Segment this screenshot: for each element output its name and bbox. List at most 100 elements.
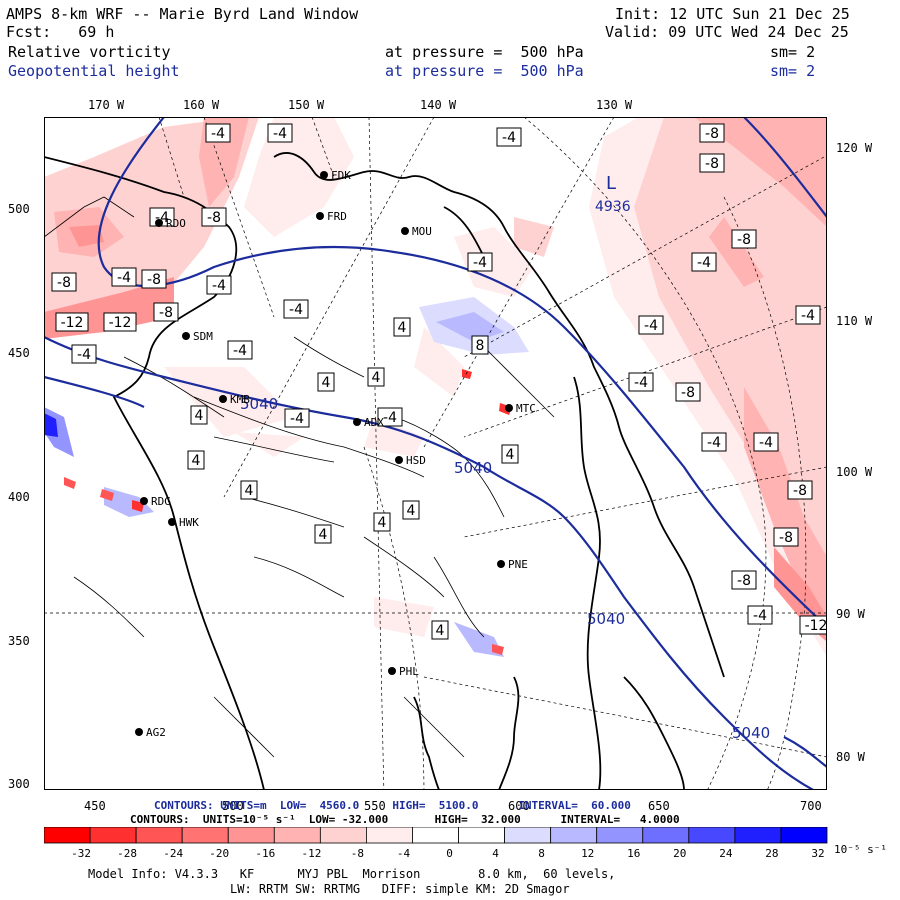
vorticity-label: -4 <box>638 315 664 335</box>
vorticity-label: -8 <box>51 272 77 292</box>
svg-text:MTC: MTC <box>516 402 536 415</box>
vorticity-label: 4 <box>431 620 449 640</box>
colorbar-label: 28 <box>765 847 778 860</box>
colorbar-swatch <box>688 827 736 844</box>
colorbar-swatch <box>458 827 505 844</box>
svg-text:RDO: RDO <box>166 217 186 230</box>
colorbar-swatch <box>89 827 137 844</box>
svg-text:-4: -4 <box>233 343 247 359</box>
svg-text:-12: -12 <box>109 315 132 331</box>
vorticity-label: 4 <box>240 480 258 500</box>
svg-text:4: 4 <box>372 370 381 386</box>
map-title: AMPS 8-km WRF -- Marie Byrd Land Window <box>6 5 359 23</box>
svg-text:KMB: KMB <box>230 393 250 406</box>
svg-text:-4: -4 <box>644 318 658 334</box>
top-lon-label: 130 W <box>596 98 633 112</box>
forecast-hour: Fcst: 69 h <box>6 23 115 41</box>
svg-text:4: 4 <box>506 447 515 463</box>
left-tick-label: 350 <box>8 634 30 648</box>
vorticity-shading-negative <box>44 117 827 657</box>
station-hsd: HSD <box>395 454 426 467</box>
vorticity-contour-info: CONTOURS: UNITS=10⁻⁵ s⁻¹ LOW= -32.000 HI… <box>130 813 680 826</box>
colorbar-swatch <box>181 827 229 844</box>
colorbar-label: 12 <box>581 847 594 860</box>
vorticity-label: -8 <box>675 382 701 402</box>
svg-text:4: 4 <box>378 515 387 531</box>
top-lon-label: 150 W <box>288 98 325 112</box>
field2-smoothing: sm= 2 <box>770 62 816 80</box>
vorticity-label: 4 <box>187 450 205 470</box>
vorticity-label: 4 <box>367 367 385 387</box>
vorticity-label: -8 <box>699 123 725 143</box>
svg-text:4: 4 <box>398 320 407 336</box>
colorbar-label: -32 <box>71 847 91 860</box>
colorbar-swatch <box>44 827 91 844</box>
svg-text:4: 4 <box>245 483 254 499</box>
low-center-marker: L <box>606 173 616 194</box>
top-lon-label: 160 W <box>183 98 220 112</box>
vorticity-label: -4 <box>283 299 309 319</box>
height-contour-label: 5040 <box>240 395 278 413</box>
colorbar-swatch <box>319 827 367 844</box>
svg-text:HSD: HSD <box>406 454 426 467</box>
svg-text:-8: -8 <box>681 385 695 401</box>
vorticity-label: -4 <box>205 123 231 143</box>
vorticity-label: -12 <box>55 312 89 332</box>
vorticity-label: -12 <box>799 615 827 635</box>
colorbar-label: 4 <box>492 847 499 860</box>
colorbar-label: 24 <box>719 847 733 860</box>
svg-text:AG2: AG2 <box>146 726 166 739</box>
right-lon-label: 110 W <box>836 314 873 328</box>
right-lon-label: 100 W <box>836 465 873 479</box>
svg-text:-8: -8 <box>147 272 161 288</box>
colorbar-label: 0 <box>446 847 453 860</box>
colorbar: -32 -28 -24 -20 -16 -12 -8 -4 0 4 8 12 16 20 24 28 32 10… <box>44 827 887 860</box>
vorticity-label: -8 <box>731 229 757 249</box>
field2-name: Geopotential height <box>8 62 180 80</box>
vorticity-label: -4 <box>467 252 493 272</box>
left-tick-label: 450 <box>8 346 30 360</box>
height-contour-label: 5040 <box>732 724 770 742</box>
svg-text:-4: -4 <box>77 347 91 363</box>
colorbar-label: 20 <box>673 847 686 860</box>
svg-text:4: 4 <box>436 623 445 639</box>
vorticity-label: -4 <box>206 275 232 295</box>
colorbar-swatch <box>366 827 413 844</box>
vorticity-label: -4 <box>71 344 97 364</box>
vorticity-label: -4 <box>377 407 403 427</box>
top-lon-label: 140 W <box>420 98 457 112</box>
station-adx: ADX <box>353 416 384 429</box>
vorticity-shading-positive <box>44 297 529 657</box>
colorbar-label: -28 <box>117 847 137 860</box>
svg-text:-4: -4 <box>759 435 773 451</box>
svg-text:MOU: MOU <box>412 225 432 238</box>
bottom-tick-label: 450 <box>84 799 106 813</box>
bottom-tick-label: 550 <box>364 799 386 813</box>
field1-level: at pressure = 500 hPa <box>385 43 584 61</box>
svg-text:-4: -4 <box>211 126 225 142</box>
svg-text:HWK: HWK <box>179 516 199 529</box>
svg-text:-4: -4 <box>753 608 767 624</box>
vorticity-label: -4 <box>111 267 137 287</box>
vorticity-label: -8 <box>153 302 179 322</box>
svg-text:-4: -4 <box>634 375 648 391</box>
station-hwk: HWK <box>168 516 199 529</box>
svg-text:FRD: FRD <box>327 210 347 223</box>
vorticity-label: 4 <box>190 405 208 425</box>
svg-text:-4: -4 <box>473 255 487 271</box>
vorticity-label: -4 <box>227 340 253 360</box>
left-tick-label: 300 <box>8 777 30 791</box>
map-frame <box>44 117 827 790</box>
station-rdg: RDG <box>140 495 171 508</box>
vorticity-height-map: L 4936 5040 5040 5040 5040 -4 -4 -4 -8-8-8-… <box>44 117 827 790</box>
station-rdo: RDO <box>155 217 186 230</box>
svg-text:-8: -8 <box>737 573 751 589</box>
svg-text:-4: -4 <box>289 302 303 318</box>
svg-text:-8: -8 <box>705 126 719 142</box>
svg-text:-8: -8 <box>737 232 751 248</box>
coastline <box>44 152 725 790</box>
colorbar-label: -24 <box>163 847 183 860</box>
colorbar-label: -8 <box>351 847 364 860</box>
colorbar-swatch <box>734 827 782 844</box>
station-ag2: AG2 <box>135 726 166 739</box>
